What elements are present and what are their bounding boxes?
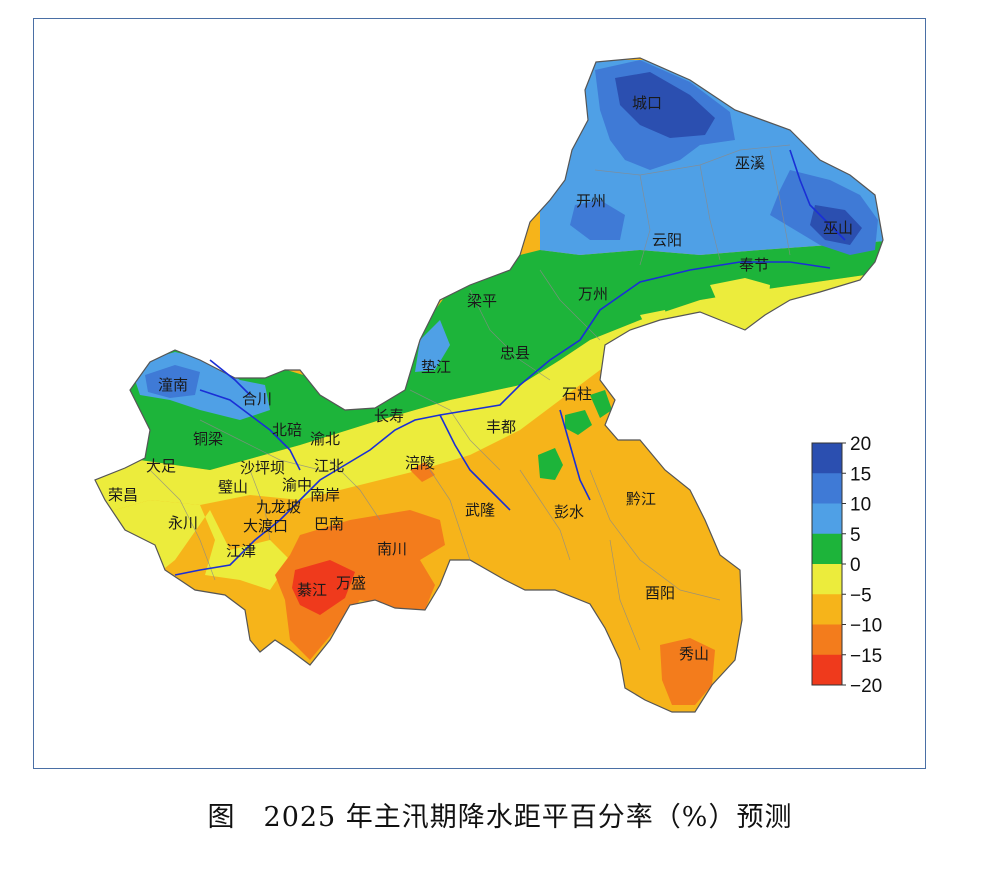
place-label: 江津 bbox=[226, 542, 256, 560]
place-label: 永川 bbox=[168, 514, 198, 532]
legend-tick-label: −5 bbox=[850, 585, 872, 606]
legend-tick-label: 20 bbox=[850, 434, 871, 455]
place-label: 开州 bbox=[576, 192, 606, 210]
place-label: 石柱 bbox=[562, 385, 592, 403]
place-label: 丰都 bbox=[486, 418, 516, 436]
place-label: 荣昌 bbox=[108, 486, 138, 504]
place-label: 大渡口 bbox=[243, 517, 288, 535]
place-label: 万州 bbox=[578, 285, 608, 303]
place-label: 彭水 bbox=[554, 503, 584, 521]
district-boundaries bbox=[149, 144, 791, 651]
legend-tick-label: 0 bbox=[850, 555, 861, 576]
place-label: 南川 bbox=[377, 540, 407, 558]
place-label: 南岸 bbox=[310, 486, 340, 504]
place-label: 渝中 bbox=[282, 476, 312, 494]
legend-swatch bbox=[812, 503, 842, 535]
place-labels: 城口 巫溪 开州 云阳 巫山 奉节 梁平 万州 垫江 忠县 潼南 合川 长寿 石… bbox=[108, 94, 853, 663]
legend-tick-label: −10 bbox=[850, 616, 882, 637]
place-label: 长寿 bbox=[374, 407, 404, 425]
place-label: 潼南 bbox=[158, 376, 188, 394]
anomaly-fill bbox=[95, 58, 883, 712]
place-label: 璧山 bbox=[218, 478, 248, 496]
place-label: 江北 bbox=[314, 457, 344, 475]
place-label: 云阳 bbox=[652, 231, 682, 249]
place-label: 涪陵 bbox=[405, 454, 435, 472]
legend-tick-label: 10 bbox=[850, 495, 871, 516]
place-label: 铜梁 bbox=[193, 430, 223, 448]
place-label: 綦江 bbox=[297, 581, 327, 599]
place-label: 合川 bbox=[242, 390, 272, 408]
place-label: 万盛 bbox=[336, 574, 366, 592]
legend-swatch bbox=[812, 533, 842, 565]
place-label: 巫山 bbox=[823, 219, 853, 237]
place-label: 垫江 bbox=[421, 358, 451, 376]
legend-tick-label: −20 bbox=[850, 676, 882, 697]
legend-swatch bbox=[812, 654, 842, 686]
place-label: 武隆 bbox=[465, 501, 495, 519]
place-label: 城口 bbox=[632, 94, 662, 112]
rivers bbox=[174, 149, 846, 576]
legend-swatch bbox=[812, 443, 842, 474]
legend-swatch bbox=[812, 473, 842, 504]
caption-title: 2025 年主汛期降水距平百分率（%）预测 bbox=[263, 802, 793, 833]
legend-tick-label: −15 bbox=[850, 646, 882, 667]
place-label: 梁平 bbox=[467, 292, 497, 310]
place-label: 酉阳 bbox=[645, 584, 675, 602]
place-label: 黔江 bbox=[626, 490, 656, 508]
place-label: 巫溪 bbox=[735, 154, 765, 172]
legend-swatch bbox=[812, 594, 842, 625]
place-label: 沙坪坝 bbox=[240, 459, 285, 477]
legend-swatch bbox=[812, 624, 842, 656]
caption-label: 图 bbox=[207, 802, 236, 833]
legend-tick-label: 5 bbox=[850, 525, 861, 546]
place-label: 九龙坡 bbox=[256, 498, 301, 516]
place-label: 渝北 bbox=[310, 430, 340, 448]
place-label: 奉节 bbox=[739, 256, 769, 274]
legend-tick-label: 15 bbox=[850, 464, 871, 485]
place-label: 秀山 bbox=[679, 645, 709, 663]
place-label: 大足 bbox=[146, 457, 176, 475]
legend-colorbar: 20 15 10 5 0 −5 −10 −15 −20 bbox=[811, 434, 882, 697]
legend-swatch bbox=[812, 564, 842, 595]
place-label: 北碚 bbox=[272, 421, 302, 439]
figure-caption: 图 2025 年主汛期降水距平百分率（%）预测 bbox=[0, 795, 1000, 834]
place-label: 巴南 bbox=[314, 515, 344, 533]
place-label: 忠县 bbox=[500, 344, 530, 362]
